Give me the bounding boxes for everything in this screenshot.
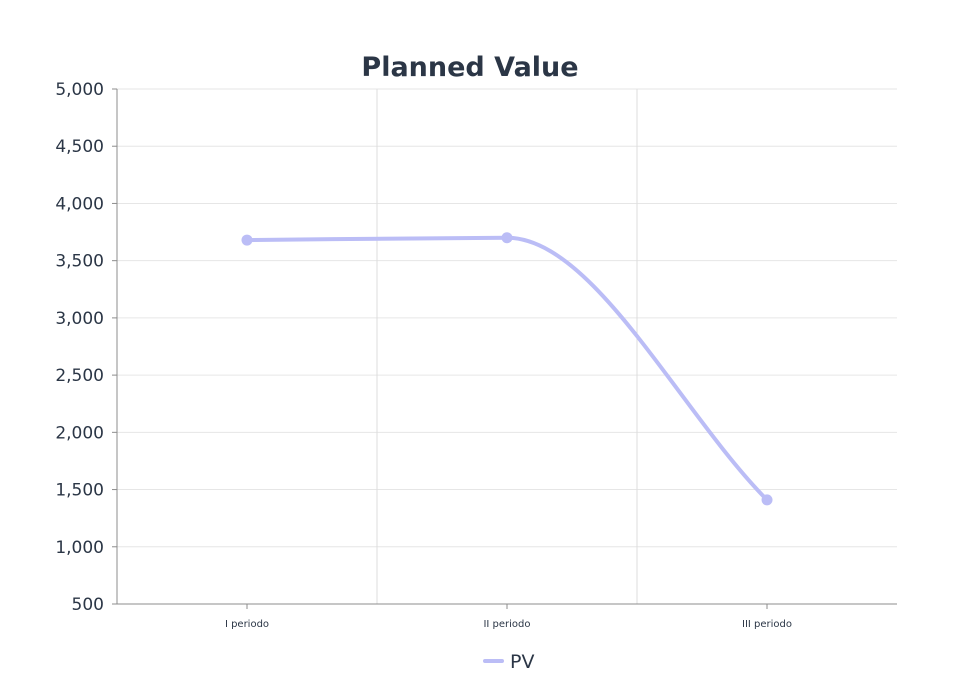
legend[interactable]: PV bbox=[483, 651, 534, 673]
y-tick-label: 2,500 bbox=[55, 366, 104, 386]
x-tick-label: I periodo bbox=[225, 619, 269, 630]
grid bbox=[117, 88, 897, 605]
x-tick-label: II periodo bbox=[483, 619, 530, 630]
data-point-pv[interactable] bbox=[761, 494, 773, 506]
y-tick-label: 500 bbox=[72, 595, 104, 615]
y-tick-label: 3,500 bbox=[55, 252, 104, 272]
chart-title: Planned Value bbox=[361, 52, 578, 83]
y-tick-label: 1,500 bbox=[55, 481, 104, 501]
y-tick-label: 3,000 bbox=[55, 309, 104, 329]
series-layer bbox=[241, 232, 773, 506]
y-tick-label: 4,500 bbox=[55, 137, 104, 157]
y-tick-label: 5,000 bbox=[55, 80, 104, 100]
legend-label-pv: PV bbox=[510, 651, 534, 673]
x-tick-label: III periodo bbox=[742, 619, 792, 630]
data-point-pv[interactable] bbox=[501, 232, 513, 244]
y-axis-ticks: 500 1,000 1,500 2,000 2,500 3,000 3,500 4,000 4,… bbox=[55, 80, 117, 615]
x-axis-ticks: I periodo II periodo III periodo bbox=[225, 604, 792, 630]
data-point-pv[interactable] bbox=[241, 234, 253, 246]
category-gridlines bbox=[376, 89, 638, 604]
y-tick-label: 4,000 bbox=[55, 194, 104, 214]
series-line-pv bbox=[245, 235, 769, 502]
y-tick-label: 2,000 bbox=[55, 423, 104, 443]
y-tick-label: 1,000 bbox=[55, 538, 104, 558]
